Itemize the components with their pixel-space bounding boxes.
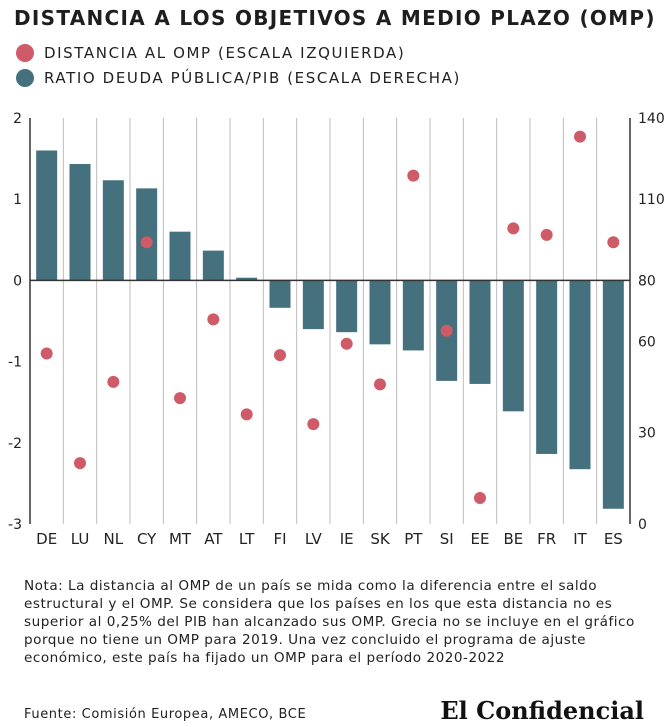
dot-cy [140,236,153,249]
left-tick-label: -1 [8,355,22,371]
right-tick-label: 140 [638,111,665,127]
right-tick-label: 80 [638,273,656,289]
bar-pt [402,280,424,351]
bar-it [569,280,591,470]
bar-nl [102,180,124,281]
category-label-lv: LV [305,530,323,548]
left-tick-label: 0 [13,273,22,289]
debt-bars [36,150,624,509]
category-label-at: AT [204,530,223,548]
category-label-mt: MT [169,530,192,548]
category-label-pt: PT [404,530,423,548]
category-label-nl: NL [104,530,124,548]
legend-label-deuda: RATIO DEUDA PÚBLICA/PIB (ESCALA DERECHA) [44,69,461,87]
dot-lt [240,408,253,421]
dot-it [574,130,586,143]
left-tick-label: 1 [13,192,22,208]
right-tick-label: 60 [638,334,656,350]
dot-de [40,347,53,360]
category-label-si: SI [440,530,454,548]
category-label-es: ES [604,530,623,548]
bar-at [202,250,224,281]
dot-fi [274,349,286,362]
dot-at [207,313,220,326]
dot-sk [374,378,386,391]
bar-lv [302,280,324,330]
dot-mt [174,392,186,405]
grid-lines [62,118,598,524]
category-label-de: DE [36,530,57,548]
dot-ie [340,337,353,350]
legend-dot-icon [16,44,34,62]
bar-mt [169,231,191,281]
dot-ee [474,492,486,505]
category-label-lt: LT [239,530,255,548]
bar-fr [536,280,558,454]
legend-item-deuda: RATIO DEUDA PÚBLICA/PIB (ESCALA DERECHA) [16,68,461,88]
footnote: Nota: La distancia al OMP de un país se … [24,578,635,666]
bar-be [502,280,524,412]
category-label-it: IT [573,530,587,548]
bar-lt [236,277,258,281]
bar-lu [69,164,91,281]
bar-sk [369,280,391,345]
category-label-lu: LU [71,530,90,548]
right-tick-label: 110 [638,192,665,208]
tick-labels: -3 -2 -1 0 1 2 0 30 60 80 110 140 DE LU NL CY MT AT LT FI LV… [8,111,665,548]
dot-be [507,222,520,235]
distance-dots [40,130,620,505]
dot-pt [407,169,420,182]
right-tick-label: 30 [638,426,656,442]
category-label-fr: FR [537,530,556,548]
bar-ee [469,280,491,384]
brand-logo: El Confidencial [440,696,644,725]
bar-fi [269,280,291,308]
category-label-cy: CY [137,530,157,548]
category-label-sk: SK [370,530,391,548]
legend-label-distancia: DISTANCIA AL OMP (ESCALA IZQUIERDA) [44,44,406,62]
bar-de [36,150,58,281]
dot-es [607,236,620,249]
axes [29,118,631,524]
category-label-ie: IE [340,530,354,548]
left-tick-label: -3 [8,517,22,533]
dot-lv [307,418,320,431]
dot-lu [74,457,86,470]
left-tick-label: 2 [13,111,22,127]
chart-title: DISTANCIA A LOS OBJETIVOS A MEDIO PLAZO … [14,6,656,30]
bar-es [602,280,624,509]
legend-bar-icon [16,69,34,87]
legend-item-distancia: DISTANCIA AL OMP (ESCALA IZQUIERDA) [16,43,405,63]
bar-ie [336,280,358,333]
right-tick-label: 0 [638,517,647,533]
combo-chart: -3 -2 -1 0 1 2 0 30 60 80 110 140 DE LU NL CY MT AT LT FI LV… [8,111,665,548]
category-label-be: BE [503,530,523,548]
dot-nl [107,375,120,388]
category-label-ee: EE [471,530,490,548]
left-tick-label: -2 [8,436,22,452]
bar-cy [136,188,158,281]
category-label-fi: FI [273,530,286,548]
dot-fr [540,228,553,241]
dot-si [440,324,453,337]
source-text: Fuente: Comisión Europea, AMECO, BCE [24,707,307,722]
